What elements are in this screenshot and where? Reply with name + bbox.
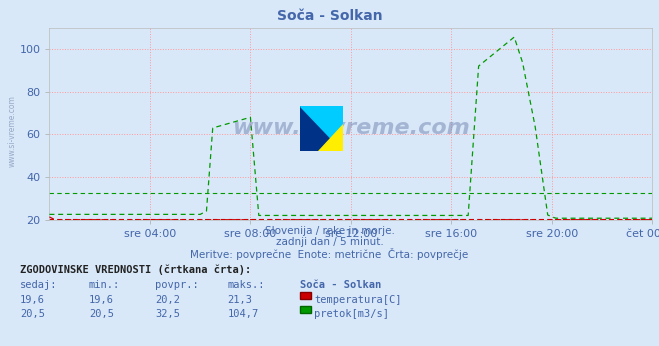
Text: Slovenija / reke in morje.: Slovenija / reke in morje. (264, 226, 395, 236)
Text: 21,3: 21,3 (227, 295, 252, 305)
Text: 20,5: 20,5 (89, 309, 114, 319)
Text: min.:: min.: (89, 280, 120, 290)
Polygon shape (300, 106, 343, 151)
Text: 20,5: 20,5 (20, 309, 45, 319)
Text: sedaj:: sedaj: (20, 280, 57, 290)
Text: povpr.:: povpr.: (155, 280, 198, 290)
Text: 32,5: 32,5 (155, 309, 180, 319)
Text: zadnji dan / 5 minut.: zadnji dan / 5 minut. (275, 237, 384, 247)
Text: ZGODOVINSKE VREDNOSTI (črtkana črta):: ZGODOVINSKE VREDNOSTI (črtkana črta): (20, 265, 251, 275)
Polygon shape (318, 125, 343, 151)
Text: 104,7: 104,7 (227, 309, 258, 319)
Text: pretok[m3/s]: pretok[m3/s] (314, 309, 389, 319)
Text: www.si-vreme.com: www.si-vreme.com (8, 95, 17, 167)
Text: Soča - Solkan: Soča - Solkan (277, 9, 382, 22)
Text: Soča - Solkan: Soča - Solkan (300, 280, 381, 290)
Text: www.si-vreme.com: www.si-vreme.com (232, 118, 470, 138)
Text: 20,2: 20,2 (155, 295, 180, 305)
Text: temperatura[C]: temperatura[C] (314, 295, 402, 305)
Text: 19,6: 19,6 (89, 295, 114, 305)
Text: Meritve: povprečne  Enote: metrične  Črta: povprečje: Meritve: povprečne Enote: metrične Črta:… (190, 248, 469, 260)
Text: maks.:: maks.: (227, 280, 265, 290)
Text: 19,6: 19,6 (20, 295, 45, 305)
Polygon shape (300, 106, 343, 151)
